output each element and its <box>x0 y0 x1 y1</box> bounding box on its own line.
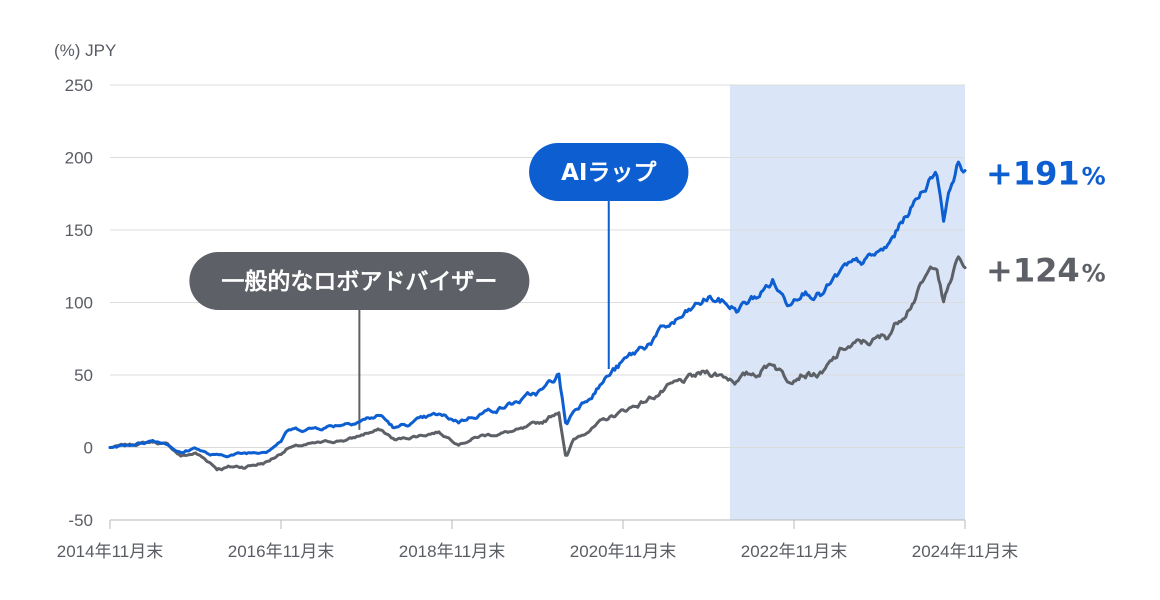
end-value-number: +191 <box>986 155 1080 193</box>
x-tick-label: 2018年11月末 <box>399 542 505 561</box>
x-tick-label: 2014年11月末 <box>57 542 163 561</box>
series-line <box>108 160 967 459</box>
annotation-pill <box>189 252 530 310</box>
x-tick-label: 2022年11月末 <box>741 542 847 561</box>
callout-layer <box>358 201 610 430</box>
end-value-unit: % <box>1082 163 1106 191</box>
y-tick-label: 150 <box>65 221 93 240</box>
annotation-label: 一般的なロボアドバイザー <box>221 268 497 295</box>
series-line <box>108 255 967 472</box>
end-value-labels: +191%+124% <box>986 155 1106 290</box>
y-tick-label: -50 <box>68 511 93 530</box>
y-tick-label: 250 <box>65 76 93 95</box>
y-tick-label: 100 <box>65 294 93 313</box>
annotation-pill <box>529 143 689 201</box>
y-tick-labels: 250 200 150 100 50 0 -50 <box>65 76 93 530</box>
y-tick-label: 50 <box>74 366 93 385</box>
end-value-label: +191% <box>986 155 1106 193</box>
x-tick-label: 2024年11月末 <box>912 542 1018 561</box>
annotation-label: AIラップ <box>561 160 657 186</box>
end-value-number: +124 <box>986 252 1080 290</box>
x-tick-label: 2016年11月末 <box>228 542 334 561</box>
x-tick-label: 2020年11月末 <box>570 542 676 561</box>
series-layer <box>108 160 967 472</box>
end-value-unit: % <box>1082 260 1106 288</box>
end-value-label: +124% <box>986 252 1106 290</box>
x-axis: 2014年11月末 2016年11月末 2018年11月末 2020年11月末 2022… <box>57 519 1018 561</box>
y-unit-label: (%) JPY <box>54 41 116 60</box>
y-tick-label: 200 <box>65 149 93 168</box>
y-tick-label: 0 <box>84 439 93 458</box>
